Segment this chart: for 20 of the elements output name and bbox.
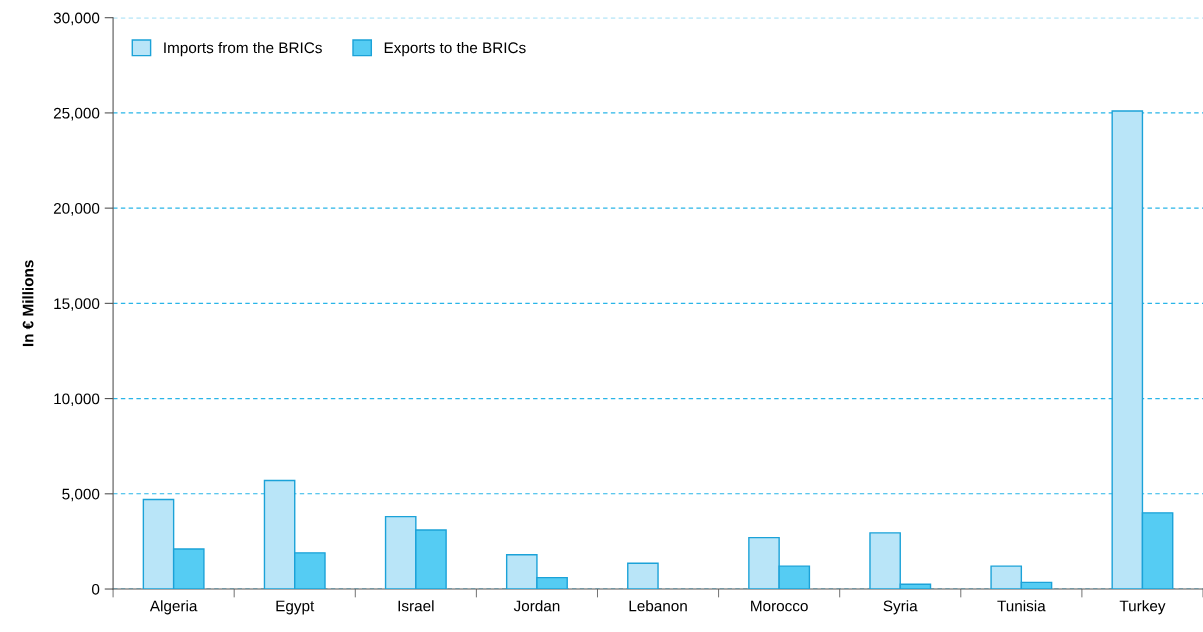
y-tick-label: 20,000	[53, 203, 100, 216]
x-tick-label: Turkey	[1119, 600, 1166, 615]
x-tick-label: Lebanon	[629, 600, 687, 612]
legend-label: Imports from the BRICs	[164, 41, 322, 57]
y-tick-label: 10,000	[54, 393, 100, 407]
y-tick-label: 5,000	[62, 488, 100, 502]
legend-label: Exports to the BRICs	[384, 41, 526, 57]
bar	[627, 562, 659, 590]
y-tick-label: 25,000	[53, 107, 100, 121]
x-tick-label: Egypt	[276, 600, 315, 615]
y-tick-label: 15,000	[54, 298, 100, 311]
x-tick-label: Morocco	[751, 600, 808, 612]
y-tick-label: 30,000	[53, 12, 100, 26]
x-tick-label: Israel	[398, 600, 434, 612]
x-tick-label: Algeria	[149, 600, 198, 615]
x-tick-label: Tunisia	[997, 600, 1046, 612]
x-tick-label: Syria	[883, 600, 918, 615]
x-tick-label: Jordan	[513, 600, 560, 612]
y-axis-title: In € Millions	[22, 260, 34, 347]
y-tick-label: 0	[91, 583, 100, 595]
